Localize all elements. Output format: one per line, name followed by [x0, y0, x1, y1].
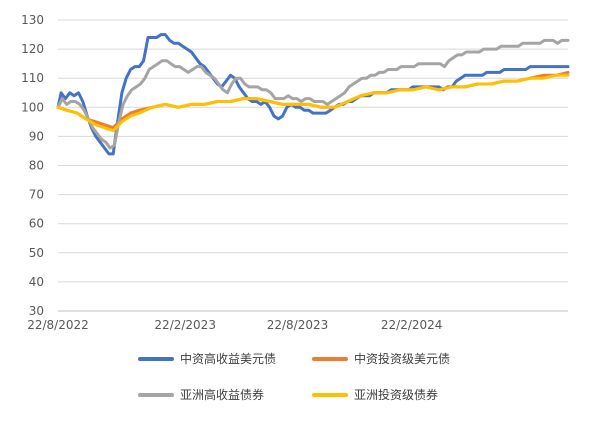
x-tick-label-3: 22/2/2024 [381, 318, 443, 332]
y-tick-label-50: 50 [29, 246, 44, 260]
series-line-3 [56, 73, 570, 133]
series-lines [56, 33, 570, 156]
gridlines [58, 19, 568, 283]
x-tick-label-0: 22/8/2022 [27, 318, 89, 332]
tick-labels: 30 40 50 60 70 80 90 100 110 120 130 22/8/2022 22/2/… [21, 13, 442, 332]
y-tick-label-30: 30 [29, 304, 44, 318]
series-line-0 [56, 33, 570, 156]
series-line-2 [56, 38, 570, 150]
y-tick-label-130: 130 [21, 13, 44, 27]
x-tick-label-2: 22/8/2023 [267, 318, 329, 332]
x-tick-label-1: 22/2/2023 [154, 318, 216, 332]
y-tick-label-90: 90 [29, 129, 44, 143]
y-tick-label-110: 110 [21, 71, 44, 85]
y-tick-label-60: 60 [29, 217, 44, 231]
y-tick-label-100: 100 [21, 100, 44, 114]
y-tick-label-120: 120 [21, 42, 44, 56]
y-tick-label-70: 70 [29, 188, 44, 202]
y-tick-label-80: 80 [29, 159, 44, 173]
y-tick-label-40: 40 [29, 275, 44, 289]
